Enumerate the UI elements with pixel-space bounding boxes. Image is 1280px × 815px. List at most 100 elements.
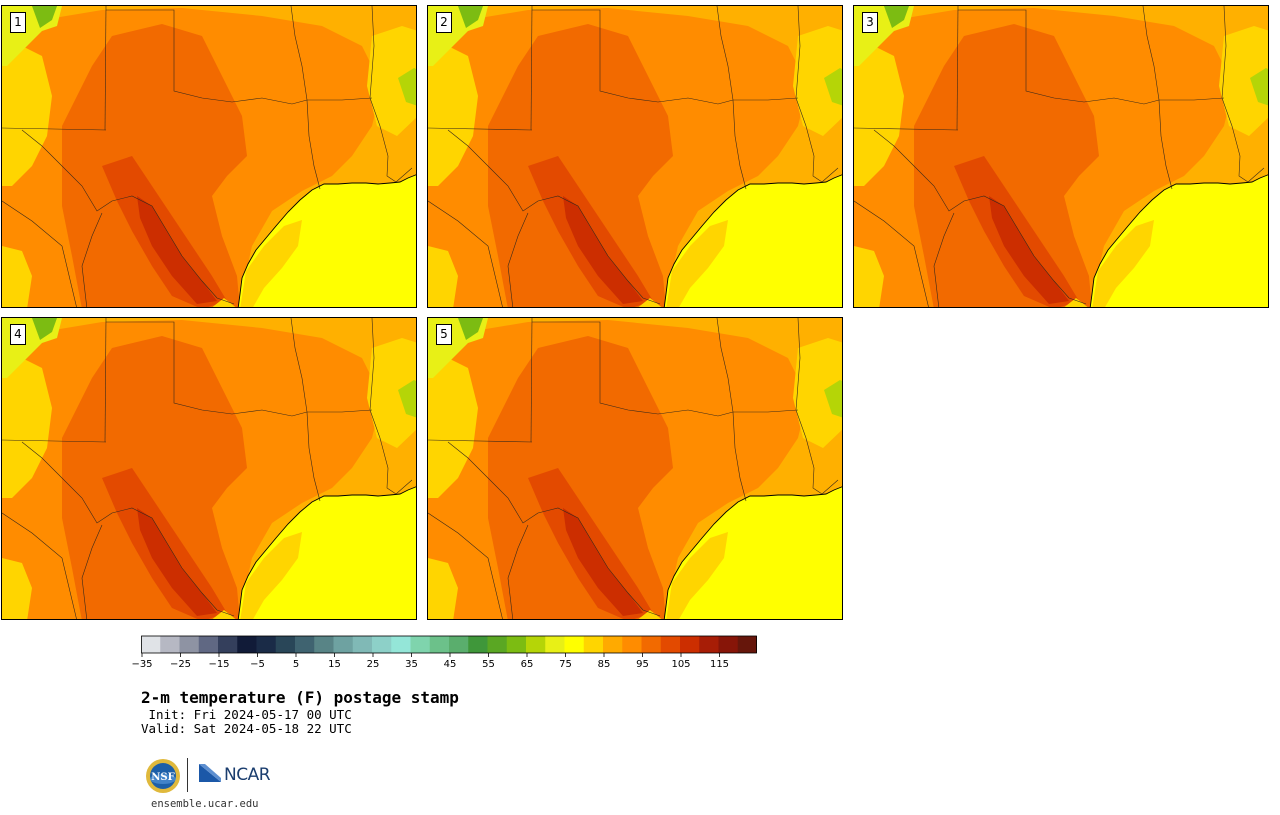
colorbar-tick-label: −35 [131,659,153,670]
state-boundary [716,6,734,101]
temperature-contour [1064,298,1088,307]
temperature-map [428,6,842,307]
figure-title: 2-m temperature (F) postage stamp [141,688,459,707]
temperature-contour [1092,220,1154,307]
colorbar-tick-label: 35 [405,659,418,670]
map-panel-2: 2 [427,5,843,308]
colorbar-tick-label: −15 [208,659,230,670]
temperature-contour [428,358,478,498]
temperature-contour [458,318,483,340]
temperature-map [854,6,1268,307]
state-boundary [428,127,533,131]
temperature-contour [2,358,52,498]
state-boundary [307,409,373,413]
state-boundary [428,200,503,307]
state-boundary [532,9,734,105]
colorbar-tick-label: 45 [443,659,457,670]
temperature-contour [989,196,1069,304]
colorbar-swatch [237,636,257,653]
state-boundary [1221,97,1265,183]
colorbar-swatch [545,636,565,653]
colorbar-tick-label: 65 [520,659,534,670]
colorbar-swatch [372,636,392,653]
temperature-contour [32,318,57,340]
state-boundary [1159,97,1225,101]
colorbar-tick-label: −5 [250,659,265,670]
colorbar-tick-label: 95 [636,659,649,670]
temperature-contour [563,508,643,616]
colorbar-swatch [449,636,469,653]
temperature-contour [428,558,458,619]
temperature-contour [240,532,302,619]
state-boundary [290,6,308,101]
init-time: Init: Fri 2024-05-17 00 UTC [141,707,352,722]
state-boundary [873,129,1087,305]
state-boundary [733,409,799,413]
state-boundary [958,9,1160,105]
state-boundary [306,99,321,190]
state-boundary [447,129,661,305]
map-panel-4: 4 [1,317,417,620]
state-boundary [106,321,308,417]
colorbar-swatch [564,636,585,653]
state-boundary [795,6,801,99]
state-boundary [81,524,103,619]
temperature-contour [824,68,842,106]
colorbar-tick-label: −25 [169,659,192,670]
temperature-contour [824,380,842,418]
colorbar-swatch [641,636,662,653]
temperature-contour [793,26,842,136]
state-boundary [854,200,929,307]
temperature-contour [793,338,842,448]
colorbar-swatch [314,636,334,653]
nsf-logo-icon: NSF [146,759,180,793]
temperature-contour [666,532,728,619]
colorbar-tick-label: 55 [482,659,495,670]
temperature-contour [488,24,673,307]
temperature-contour [367,26,416,136]
temperature-contour [428,246,458,307]
colorbar-swatch [660,636,681,653]
state-boundary [732,99,747,190]
colorbar-tick-label: 85 [597,659,611,670]
temperature-contour [664,486,842,619]
state-boundary [104,318,107,443]
state-boundary [854,127,959,131]
temperature-contour [2,558,32,619]
colorbar-swatch [622,636,642,653]
state-boundary [106,9,308,105]
state-boundary [716,318,734,413]
state-boundary [369,6,375,99]
colorbar-tick-label: 105 [671,659,691,670]
temperature-contour [884,6,909,28]
temperature-contour [137,508,217,616]
colorbar-tick-label: 25 [366,659,380,670]
state-boundary [530,6,533,131]
panel-number-label: 1 [10,12,26,33]
temperature-contour [854,246,884,307]
temperature-contour [2,46,52,186]
colorbar-swatch [333,636,354,653]
coastline [663,174,842,307]
temperature-contour [666,220,728,307]
temperature-contour [238,486,416,619]
colorbar-swatch [391,636,411,653]
state-boundary [733,97,799,101]
colorbar-swatch [718,636,739,653]
temperature-contour [458,6,483,28]
temperature-contour [1219,26,1268,136]
temperature-contour [137,196,217,304]
state-boundary [2,512,77,619]
colorbar-swatch [256,636,277,653]
state-boundary [795,318,801,411]
ncar-logo-text: NCAR [224,765,271,785]
temperature-contour [428,46,478,186]
temperature-contour [488,336,673,619]
temperature-contour [638,610,662,619]
colorbar-swatch [583,636,604,653]
temperature-contour [238,174,416,307]
colorbar-swatch [699,636,719,653]
colorbar-swatch [506,636,527,653]
colorbar-swatch [429,636,450,653]
temperature-contour [1090,174,1268,307]
